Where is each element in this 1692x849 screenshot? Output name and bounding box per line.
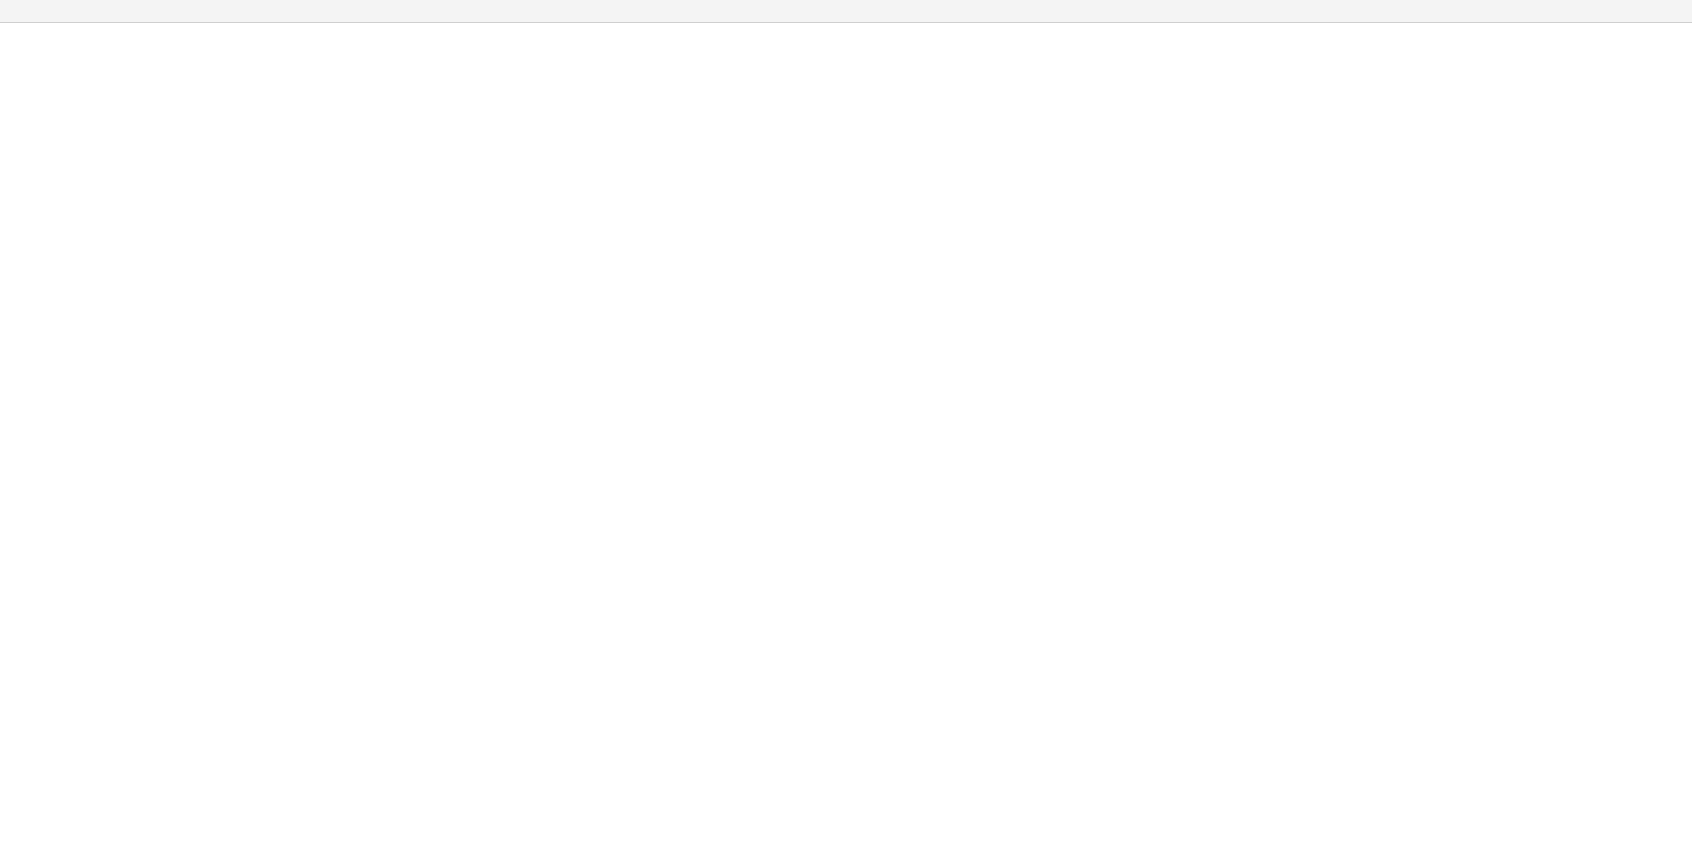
toolbar (0, 0, 1692, 23)
